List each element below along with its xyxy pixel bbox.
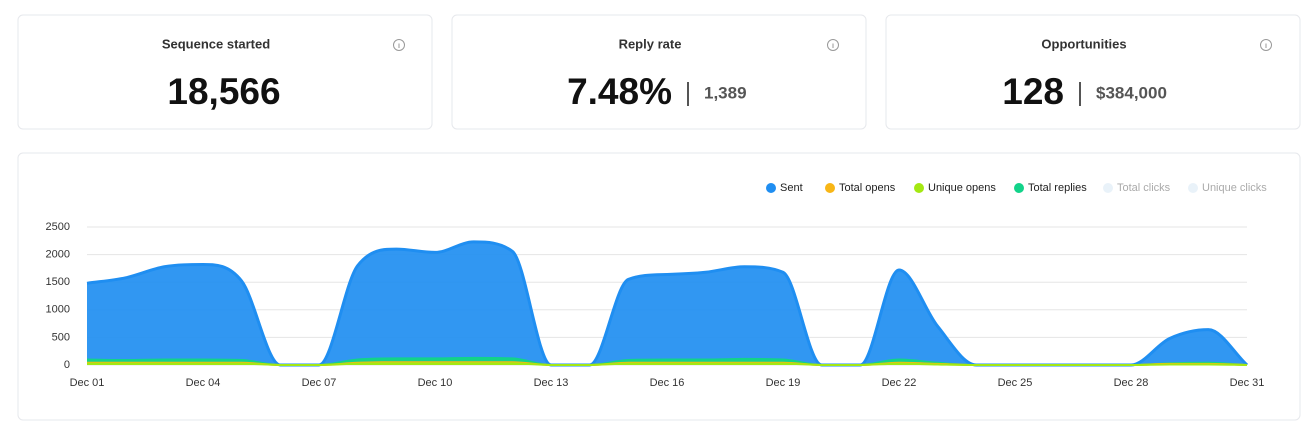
legend-label: Total opens (839, 182, 896, 194)
y-tick-label: 1500 (46, 276, 70, 288)
x-tick-label: Dec 25 (998, 377, 1033, 389)
y-tick-label: 1000 (46, 304, 70, 316)
legend-label: Sent (780, 182, 803, 194)
x-tick-label: Dec 31 (1230, 377, 1265, 389)
card-title: Opportunities (1041, 36, 1126, 51)
card-title: Sequence started (162, 36, 270, 51)
x-tick-label: Dec 22 (882, 377, 917, 389)
card-title: Reply rate (619, 36, 682, 51)
area-line (87, 362, 1248, 366)
legend-swatch[interactable] (1188, 183, 1198, 193)
kpi-card (885, 14, 1301, 130)
y-tick-label: 2500 (46, 221, 70, 233)
legend-swatch[interactable] (825, 183, 835, 193)
x-tick-label: Dec 04 (186, 377, 221, 389)
legend-label: Unique clicks (1202, 182, 1267, 194)
x-tick-label: Dec 16 (650, 377, 685, 389)
y-tick-label: 0 (64, 359, 70, 371)
x-tick-label: Dec 13 (534, 377, 569, 389)
card-secondary: 1,389 (704, 83, 747, 102)
x-tick-label: Dec 07 (302, 377, 337, 389)
legend-label: Total replies (1028, 182, 1087, 194)
card-secondary: $384,000 (1096, 83, 1167, 102)
kpi-card (451, 14, 867, 130)
y-tick-label: 2000 (46, 249, 70, 261)
x-tick-label: Dec 01 (70, 377, 105, 389)
y-tick-label: 500 (52, 331, 70, 343)
x-tick-label: Dec 10 (418, 377, 453, 389)
legend-swatch[interactable] (766, 183, 776, 193)
legend-label: Total clicks (1117, 182, 1171, 194)
legend-label: Unique opens (928, 182, 996, 194)
legend-swatch[interactable] (1103, 183, 1113, 193)
legend-swatch[interactable] (1014, 183, 1024, 193)
area (87, 241, 1247, 365)
legend-swatch[interactable] (914, 183, 924, 193)
card-value: 7.48% (567, 71, 672, 112)
x-tick-label: Dec 28 (1114, 377, 1149, 389)
card-value: 128 (1002, 71, 1064, 112)
x-tick-label: Dec 19 (766, 377, 801, 389)
kpi-card (17, 14, 433, 130)
info-icons[interactable] (393, 39, 1272, 51)
card-value: 18,566 (167, 71, 280, 112)
